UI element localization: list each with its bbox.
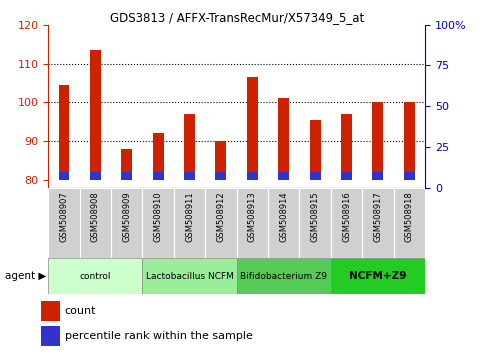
Bar <box>341 114 352 180</box>
Bar <box>58 85 70 180</box>
Text: count: count <box>65 306 96 316</box>
Bar <box>205 188 237 258</box>
Bar <box>153 133 164 180</box>
Bar <box>372 172 384 180</box>
Bar <box>341 172 352 180</box>
Bar <box>247 77 258 180</box>
Text: GSM508918: GSM508918 <box>405 191 414 242</box>
Bar <box>174 188 205 258</box>
Text: GSM508916: GSM508916 <box>342 191 351 242</box>
Bar <box>184 114 195 180</box>
Bar <box>215 172 227 180</box>
Text: GSM508908: GSM508908 <box>91 191 100 242</box>
Bar <box>278 98 289 180</box>
Bar <box>58 172 70 180</box>
Text: NCFM+Z9: NCFM+Z9 <box>349 271 407 281</box>
Bar <box>153 172 164 180</box>
Text: GSM508915: GSM508915 <box>311 191 320 242</box>
Bar <box>237 188 268 258</box>
Text: GSM508917: GSM508917 <box>373 191 383 242</box>
Bar <box>372 102 384 180</box>
Text: GSM508907: GSM508907 <box>59 191 69 242</box>
Text: agent ▶: agent ▶ <box>5 271 46 281</box>
Bar <box>41 301 60 321</box>
Text: GSM508911: GSM508911 <box>185 191 194 242</box>
Bar <box>111 188 142 258</box>
Bar <box>121 172 132 180</box>
Bar <box>299 188 331 258</box>
Bar <box>404 102 415 180</box>
Text: control: control <box>80 272 111 281</box>
Text: GSM508914: GSM508914 <box>279 191 288 242</box>
Bar <box>48 258 142 294</box>
Text: GSM508913: GSM508913 <box>248 191 257 242</box>
Bar <box>278 172 289 180</box>
Bar <box>121 149 132 180</box>
Bar <box>48 188 80 258</box>
Bar <box>237 258 331 294</box>
Text: GSM508909: GSM508909 <box>122 191 131 242</box>
Bar <box>142 188 174 258</box>
Text: Bifidobacterium Z9: Bifidobacterium Z9 <box>240 272 327 281</box>
Bar <box>268 188 299 258</box>
Text: GSM508910: GSM508910 <box>154 191 163 242</box>
Text: GSM508912: GSM508912 <box>216 191 226 242</box>
Bar <box>184 172 195 180</box>
Bar <box>247 172 258 180</box>
Bar <box>331 258 425 294</box>
Bar <box>310 172 321 180</box>
Bar <box>404 172 415 180</box>
Bar <box>90 172 101 180</box>
Bar <box>142 258 237 294</box>
Bar <box>310 120 321 180</box>
Bar <box>90 50 101 180</box>
Bar <box>394 188 425 258</box>
Text: Lactobacillus NCFM: Lactobacillus NCFM <box>146 272 233 281</box>
Bar <box>215 141 227 180</box>
Bar <box>80 188 111 258</box>
Bar <box>362 188 394 258</box>
Bar <box>331 188 362 258</box>
Text: percentile rank within the sample: percentile rank within the sample <box>65 331 253 341</box>
Title: GDS3813 / AFFX-TransRecMur/X57349_5_at: GDS3813 / AFFX-TransRecMur/X57349_5_at <box>110 11 364 24</box>
Bar <box>41 326 60 346</box>
